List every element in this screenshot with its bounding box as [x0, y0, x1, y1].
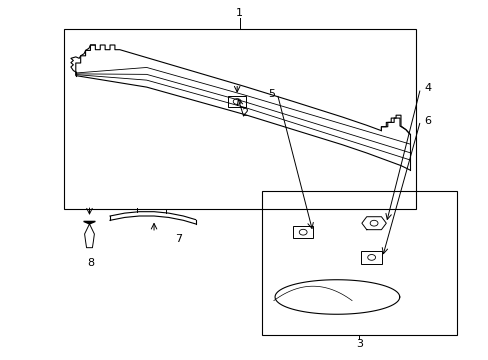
Text: 6: 6	[424, 116, 430, 126]
Bar	[360, 251, 382, 264]
Text: 7: 7	[175, 234, 182, 244]
Text: 3: 3	[355, 339, 362, 349]
Polygon shape	[83, 221, 95, 224]
Bar	[63, 29, 415, 209]
Bar	[228, 96, 245, 107]
Text: 1: 1	[236, 8, 243, 18]
Text: 2: 2	[241, 108, 247, 118]
Text: 8: 8	[87, 258, 94, 268]
Bar	[261, 191, 456, 335]
Bar	[293, 226, 312, 238]
Text: 4: 4	[424, 83, 430, 93]
Text: 5: 5	[267, 89, 274, 99]
